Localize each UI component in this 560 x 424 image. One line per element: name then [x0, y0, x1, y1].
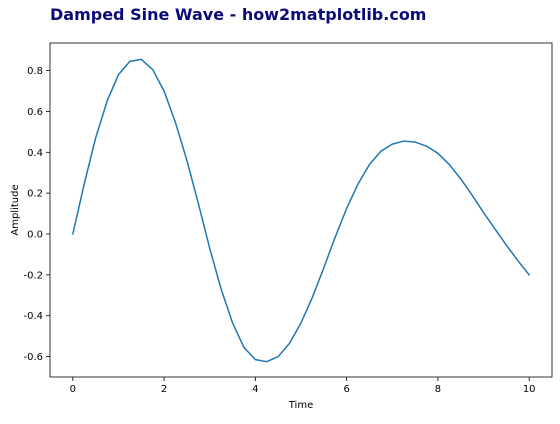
x-axis-label: Time	[288, 400, 313, 411]
x-tick-label: 8	[435, 384, 441, 395]
y-tick-label: -0.4	[23, 311, 43, 322]
y-tick-label: 0.2	[27, 189, 43, 200]
y-tick-label: 0.4	[27, 148, 43, 159]
plot-frame	[49, 42, 553, 378]
x-tick-label: 2	[161, 384, 167, 395]
y-tick-label: 0.6	[27, 107, 43, 118]
chart-title: Damped Sine Wave - how2matplotlib.com	[50, 5, 427, 24]
series-line-0	[72, 58, 530, 363]
x-tick-label: 6	[343, 384, 349, 395]
y-axis-label: Amplitude	[10, 184, 21, 235]
y-tick-label: 0.0	[27, 230, 43, 241]
y-tick-label: -0.6	[23, 352, 43, 363]
x-tick-label: 4	[252, 384, 258, 395]
x-tick-label: 0	[70, 384, 76, 395]
y-tick-label: -0.2	[23, 270, 43, 281]
x-tick-label: 10	[523, 384, 536, 395]
y-tick-label: 0.8	[27, 66, 43, 77]
